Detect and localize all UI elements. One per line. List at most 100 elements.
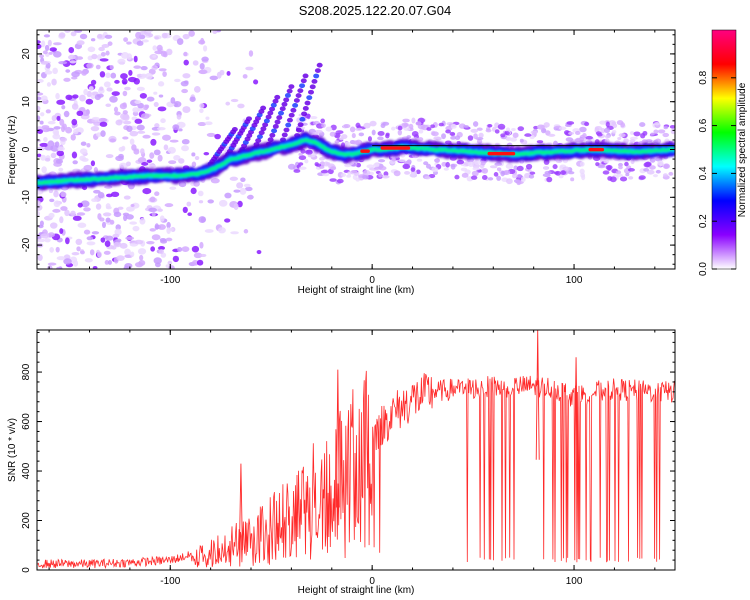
spectrogram-noise-blob <box>131 202 140 209</box>
spectrogram-halo-blob <box>351 133 356 139</box>
spectrogram-noise-blob <box>44 44 50 52</box>
spectrogram-noise-blob <box>71 151 78 159</box>
spectrogram-noise-blob <box>115 238 122 243</box>
spectrogram-noise-blob <box>52 208 61 213</box>
spectrogram-noise-blob <box>134 261 144 268</box>
spectrogram-halo-blob <box>410 167 416 172</box>
spectrogram-halo-blob <box>431 166 439 173</box>
spectrogram-noise-blob <box>49 247 54 253</box>
snr-y-tick-label: 400 <box>21 462 32 479</box>
spectrogram-noise-blob <box>109 138 116 143</box>
spectrogram-streak-blob <box>276 115 283 120</box>
spectrogram-noise-blob <box>59 137 68 142</box>
spectrogram-noise-blob <box>37 105 41 111</box>
spectrogram-noise-blob <box>181 145 189 152</box>
spectrogram-noise-blob <box>109 64 114 70</box>
spectrogram-halo-blob <box>355 139 363 146</box>
spectrogram-noise-blob <box>40 154 47 161</box>
spectrogram-noise-blob <box>193 252 203 259</box>
spectrogram-halo-blob <box>321 123 326 128</box>
spectrogram-noise-blob <box>72 160 78 165</box>
spectrogram-noise-blob <box>218 227 226 234</box>
spectrogram-halo-blob <box>659 162 664 167</box>
spectrogram-noise-blob <box>79 94 86 102</box>
spectrogram-noise-blob <box>115 155 124 162</box>
spectrogram-streak-blob <box>283 127 290 133</box>
spectrogram-noise-blob <box>135 31 142 39</box>
spectrogram-noise-blob <box>168 160 177 165</box>
spectrogram-noise-blob <box>37 115 41 121</box>
spectrogram-noise-blob <box>79 33 88 40</box>
spectrogram-noise-blob <box>123 214 128 222</box>
spectrogram-noise-blob <box>178 158 185 164</box>
spectrogram-noise-blob <box>76 246 81 252</box>
spectrogram-noise-blob <box>161 32 168 39</box>
spectrogram-noise-blob <box>95 64 101 70</box>
spectrogram-noise-blob <box>183 51 188 57</box>
spectrogram-noise-blob <box>139 254 144 261</box>
snr-x-axis-label: Height of straight line (km) <box>298 585 415 596</box>
spectrogram-streak-blob <box>311 79 318 84</box>
spectrogram-halo-blob <box>513 165 518 171</box>
spectrogram-streak-blob <box>285 122 292 128</box>
spectrogram-noise-blob <box>37 40 41 44</box>
spectrogram-halo-blob <box>340 172 346 178</box>
spectrogram-halo-blob <box>505 163 514 169</box>
spectrogram-noise-blob <box>105 235 114 241</box>
snr-panel: -100 0 100 0 200 400 600 800 Height of straight… <box>7 329 676 596</box>
spectrogram-halo-blob <box>653 129 659 134</box>
spectrogram-halo-blob <box>467 161 474 167</box>
spectrogram-noise-blob <box>182 33 190 40</box>
spectrogram-noise-blob <box>75 56 84 60</box>
spectrogram-halo-blob <box>426 127 432 131</box>
spectrogram-halo-blob <box>397 129 403 136</box>
spectrogram-noise-blob <box>92 266 98 269</box>
spectrogram-halo-blob <box>558 126 567 131</box>
spectrogram-noise-blob <box>168 265 175 269</box>
snr-x-tick-label: -100 <box>160 576 180 587</box>
spectrogram-noise-blob <box>157 106 167 112</box>
spectrogram-noise-blob <box>242 74 248 79</box>
spectrogram-noise-blob <box>124 86 131 91</box>
spectrogram-halo-blob <box>500 133 506 138</box>
spectrogram-noise-blob <box>56 115 61 121</box>
spectrogram-halo-blob <box>544 170 552 175</box>
spectrogram-noise-blob <box>101 221 107 228</box>
spectrogram-noise-blob <box>197 121 207 127</box>
spectrogram-halo-blob <box>385 133 390 139</box>
spectrogram-noise-blob <box>122 90 128 97</box>
spectrogram-noise-blob <box>134 118 143 124</box>
spectrogram-x-tick-label: 100 <box>566 275 583 286</box>
spectrogram-halo-blob <box>377 130 385 136</box>
spectrogram-noise-blob <box>140 73 148 77</box>
spectrogram-noise-blob <box>165 237 173 242</box>
spectrogram-streak-blob <box>306 95 313 101</box>
spectrogram-noise-blob <box>186 201 192 207</box>
spectrogram-noise-blob <box>99 121 108 127</box>
spectrogram-noise-blob <box>63 77 71 82</box>
spectrogram-halo-blob <box>643 167 650 172</box>
spectrogram-noise-blob <box>146 96 155 102</box>
spectrogram-noise-blob <box>37 43 42 50</box>
spectrogram-halo-blob <box>570 177 575 182</box>
spectrogram-noise-blob <box>173 102 178 108</box>
spectrogram-noise-blob <box>187 212 192 217</box>
spectrogram-halo-blob <box>478 132 484 138</box>
spectrogram-noise-blob <box>83 207 91 212</box>
snr-y-tick-label: 600 <box>21 413 32 430</box>
spectrogram-noise-blob <box>193 86 201 93</box>
spectrogram-halo-blob <box>603 159 610 164</box>
spectrogram-noise-blob <box>104 240 111 248</box>
spectrogram-noise-blob <box>114 79 120 84</box>
spectrogram-halo-blob <box>489 165 498 169</box>
snr-peak <box>574 357 579 466</box>
spectrogram-halo-blob <box>604 135 611 139</box>
spectrogram-noise-blob <box>168 227 174 232</box>
spectrogram-noise-blob <box>148 207 158 213</box>
spectrogram-streak-blob <box>295 93 302 98</box>
spectrogram-noise-blob <box>162 71 167 78</box>
spectrogram-noise-blob <box>105 103 112 108</box>
spectrogram-noise-blob <box>243 229 249 234</box>
spectrogram-halo-blob <box>304 159 309 164</box>
spectrogram-halo-blob <box>559 165 564 172</box>
